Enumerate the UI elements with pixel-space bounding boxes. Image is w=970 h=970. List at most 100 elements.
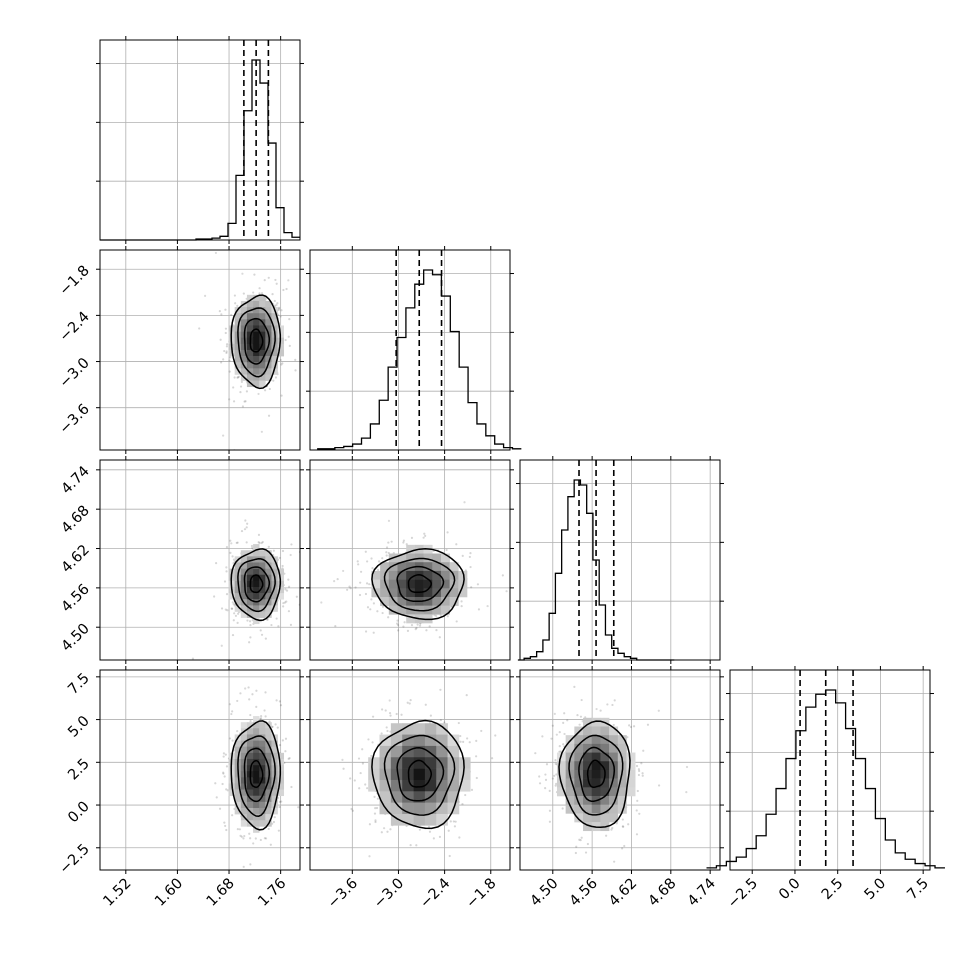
contour-line xyxy=(407,759,433,788)
density-cell xyxy=(436,745,448,758)
density-cell xyxy=(277,586,285,594)
density-cell xyxy=(259,783,266,790)
sample-point xyxy=(554,784,557,787)
density-cell xyxy=(380,579,390,589)
sample-point xyxy=(372,602,375,605)
y-tick-label: −3.6 xyxy=(57,401,93,437)
sample-point xyxy=(454,820,457,823)
sample-point xyxy=(236,376,239,379)
sample-point xyxy=(576,713,579,717)
sample-point xyxy=(229,551,232,554)
panel-2-1 xyxy=(306,456,514,664)
sample-point xyxy=(377,560,381,563)
density-cell xyxy=(259,313,266,320)
sample-point xyxy=(279,358,282,362)
panel-frame xyxy=(519,459,721,661)
density-cell xyxy=(583,726,593,736)
density-cell xyxy=(424,779,437,792)
sample-point xyxy=(245,390,249,393)
sample-point xyxy=(232,561,235,565)
sample-point xyxy=(415,844,418,847)
sample-point xyxy=(384,709,387,712)
density-cell xyxy=(440,570,450,580)
sample-point xyxy=(252,842,255,845)
sample-point xyxy=(228,703,232,706)
density-cell xyxy=(240,758,248,766)
density-cell xyxy=(259,550,266,557)
sample-point xyxy=(258,541,261,545)
density-cell xyxy=(424,813,437,826)
sample-point xyxy=(236,304,239,307)
density-cell xyxy=(253,313,260,320)
density-cell xyxy=(265,362,272,369)
density-cell xyxy=(609,743,619,753)
sample-point xyxy=(427,825,431,828)
density-cell xyxy=(397,553,407,563)
y-tick-label: −1.8 xyxy=(57,263,93,299)
density-cell xyxy=(259,300,266,308)
sample-point xyxy=(635,809,638,812)
sample-point xyxy=(279,704,283,707)
sample-point xyxy=(605,834,608,837)
sample-point xyxy=(563,712,566,715)
sample-point xyxy=(242,837,245,840)
density-cell xyxy=(591,735,601,745)
density-cell xyxy=(271,356,278,363)
sample-point xyxy=(191,657,195,660)
density-cell xyxy=(246,319,254,326)
contour-line xyxy=(578,746,616,802)
sample-point xyxy=(220,361,223,364)
density-cell xyxy=(574,778,584,788)
sample-point xyxy=(275,282,278,285)
sample-point xyxy=(280,309,283,312)
density-cell xyxy=(234,740,242,747)
sample-point xyxy=(274,278,277,282)
density-cell xyxy=(246,362,254,369)
sample-point xyxy=(273,299,276,303)
sample-point xyxy=(225,345,229,348)
panel-background xyxy=(310,250,510,450)
sample-point xyxy=(469,552,472,555)
density-cell xyxy=(253,319,260,326)
sample-point xyxy=(260,541,263,545)
sample-point xyxy=(220,313,223,316)
sample-point xyxy=(428,830,432,833)
density-cell xyxy=(609,795,619,805)
sample-point xyxy=(287,610,291,613)
sample-point xyxy=(334,624,337,628)
sample-point xyxy=(229,356,232,359)
density-cell xyxy=(228,593,235,600)
density-cell xyxy=(253,343,260,351)
sample-point xyxy=(610,828,613,831)
density-cell xyxy=(368,757,380,769)
density-cell xyxy=(253,752,260,760)
sample-point xyxy=(224,608,227,611)
density-cell xyxy=(246,325,254,332)
density-cell xyxy=(234,586,242,594)
density-cell xyxy=(402,791,414,803)
sample-point xyxy=(636,799,639,802)
sample-point xyxy=(294,358,297,361)
density-cell xyxy=(424,802,437,815)
sample-point xyxy=(336,577,339,581)
sample-point xyxy=(364,550,367,553)
sample-point xyxy=(574,851,577,855)
y-tick-label: 4.62 xyxy=(59,542,93,576)
density-cell xyxy=(271,368,278,375)
density-cell xyxy=(271,795,278,803)
sample-point xyxy=(381,611,384,615)
sample-point xyxy=(278,805,281,809)
sample-point xyxy=(657,784,661,787)
x-tick-label: 1.76 xyxy=(255,876,289,910)
density-cell xyxy=(591,804,601,814)
density-cell xyxy=(406,588,416,598)
panel-frame xyxy=(309,249,511,451)
sample-point xyxy=(231,814,234,817)
sample-point xyxy=(282,605,285,608)
sample-point xyxy=(288,757,291,760)
sample-point xyxy=(408,702,411,705)
panel-content xyxy=(341,688,497,858)
density-cell xyxy=(406,614,416,624)
sample-point xyxy=(225,593,229,596)
sample-point xyxy=(559,750,562,753)
